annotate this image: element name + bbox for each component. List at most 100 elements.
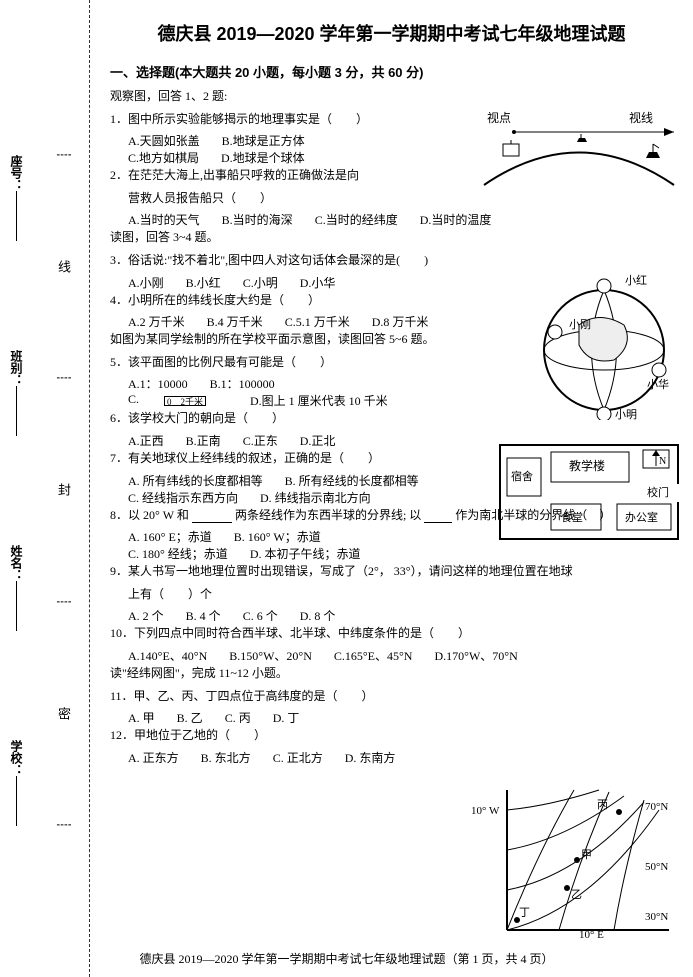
seal-char: ┊ <box>56 374 72 382</box>
option: A.正西 <box>128 432 164 449</box>
option: C. 经线指示东西方向 <box>128 489 238 506</box>
q8-options-r2: C. 180° 经线；赤道 D. 本初子午线；赤道 <box>110 545 673 562</box>
q10-options: A.140°E、40°N B.150°W、20°N C.165°E、45°N D… <box>110 647 673 664</box>
option: B.150°W、20°N <box>229 647 312 664</box>
section-heading: 一、选择题(本大题共 20 小题，每小题 3 分，共 60 分) <box>110 62 673 81</box>
option: C.地方如棋局 <box>128 149 199 166</box>
option: B. 所有经线的长度都相等 <box>285 472 419 489</box>
spine-field: 座号： <box>8 155 25 241</box>
q11-options: A. 甲 B. 乙 C. 丙 D. 丁 <box>110 709 673 726</box>
option: A. 2 个 <box>128 607 164 624</box>
q9-stem2: 上有（ ）个 <box>110 585 673 604</box>
q12-options: A. 正东方 B. 东北方 C. 正北方 D. 东南方 <box>110 749 673 766</box>
figure-latlon-grid: 甲 乙 丙 丁 10° W 10° E 70°N 50°N 30°N <box>469 780 679 940</box>
label-10e: 10° E <box>579 929 604 940</box>
spine-field: 班别： <box>8 350 25 436</box>
option: B. 160° W；赤道 <box>234 528 321 545</box>
q9-stem1: 9．某人书写一地地理位置时出现错误，写成了（2°， 33°），请问这样的地理位置… <box>110 562 673 581</box>
option: C.小明 <box>243 274 278 291</box>
option: C. 丙 <box>225 709 251 726</box>
page-footer: 德庆县 2019—2020 学年第一学期期中考试七年级地理试题（第 1 页，共 … <box>0 950 693 967</box>
label-10w: 10° W <box>471 805 500 817</box>
option: A. 甲 <box>128 709 155 726</box>
option: D.图上 1 厘米代表 10 千米 <box>250 392 388 409</box>
option: D. 本初子午线；赤道 <box>250 545 361 562</box>
label-xiaogang: 小刚 <box>569 318 591 331</box>
seal-char: ┊ <box>56 821 72 829</box>
q12-stem: 12．甲地位于乙地的（ ） <box>110 726 673 745</box>
option: C.正东 <box>243 432 278 449</box>
spine-field: 姓名： <box>8 545 25 631</box>
option: D.正北 <box>300 432 336 449</box>
label-dorm: 宿舍 <box>511 469 533 483</box>
option: B.地球是正方体 <box>222 132 305 149</box>
page-title: 德庆县 2019—2020 学年第一学期期中考试七年级地理试题 <box>110 20 673 46</box>
q2-options: A.当时的天气 B.当时的海深 C.当时的经纬度 D.当时的温度 <box>110 211 673 228</box>
option: D.8 万千米 <box>372 313 429 330</box>
label-viewpoint: 视点 <box>487 110 511 125</box>
option-prefix: C. <box>128 392 139 406</box>
option: D.当时的温度 <box>420 211 492 228</box>
option: B. 乙 <box>177 709 203 726</box>
label-gate: 校门 <box>647 485 669 499</box>
q8-stem-prefix: 8．以 20° W 和 <box>110 508 189 522</box>
seal-char: 线 <box>54 260 73 273</box>
option: A.当时的天气 <box>128 211 200 228</box>
seal-char: 封 <box>54 483 73 496</box>
label-xiaohong: 小红 <box>625 274 647 287</box>
seal-char: 密 <box>54 707 73 720</box>
figure-globe-people: 小红 小刚 小华 小明 <box>529 270 679 420</box>
option: A.2 万千米 <box>128 313 185 330</box>
option: B. 东北方 <box>201 749 251 766</box>
spine-info-fields: 座号： 班别： 姓名： 学校： <box>8 100 25 880</box>
spine-field: 学校： <box>8 740 25 826</box>
spine-label-school: 学校： <box>8 740 25 776</box>
option: D. 纬线指示南北方向 <box>260 489 371 506</box>
label-office: 办公室 <box>625 510 658 524</box>
q9-options: A. 2 个 B. 4 个 C. 6 个 D. 8 个 <box>110 607 673 624</box>
option: D.170°W、70°N <box>434 647 517 664</box>
group-intro: 读图，回答 3~4 题。 <box>110 228 673 247</box>
spine-label-seat: 座号： <box>8 155 25 191</box>
option: A.140°E、40°N <box>128 647 207 664</box>
option: B. 4 个 <box>186 607 221 624</box>
option: C. 0 2千米 <box>128 392 228 409</box>
option: C.165°E、45°N <box>334 647 413 664</box>
q8-stem-mid: 两条经线作为东西半球的分界线; 以 <box>235 508 421 522</box>
q10-stem: 10．下列四点中同时符合西半球、北半球、中纬度条件的是（ ） <box>110 624 673 643</box>
option: B.正南 <box>186 432 221 449</box>
label-70n: 70°N <box>645 801 668 813</box>
option: C. 正北方 <box>273 749 323 766</box>
option: C.5.1 万千米 <box>285 313 350 330</box>
label-yi: 乙 <box>571 888 582 901</box>
label-sightline: 视线 <box>629 110 653 125</box>
label-xiaohua: 小华 <box>647 377 669 391</box>
option: A.小刚 <box>128 274 164 291</box>
label-jia: 甲 <box>581 849 592 861</box>
option: B.4 万千米 <box>207 313 263 330</box>
label-xiaoming: 小明 <box>615 408 637 420</box>
option: B.1：100000 <box>210 375 275 392</box>
north-icon: N <box>659 456 666 467</box>
spine-label-name: 姓名： <box>8 545 25 581</box>
seal-line: ┊ 线 ┊ 封 ┊ 密 ┊ <box>54 100 73 880</box>
spine-label-class: 班别： <box>8 350 25 386</box>
option: D. 东南方 <box>345 749 396 766</box>
option: D. 丁 <box>273 709 300 726</box>
blank-underline <box>424 508 452 523</box>
label-50n: 50°N <box>645 861 668 873</box>
option: B.小红 <box>186 274 221 291</box>
option: A.天圆如张盖 <box>128 132 200 149</box>
option: A. 正东方 <box>128 749 179 766</box>
q11-stem: 11．甲、乙、丙、丁四点位于高纬度的是（ ） <box>110 687 673 706</box>
figure-school-plan: 宿舍 教学楼 食堂 办公室 校门 N <box>499 444 679 540</box>
blank-underline <box>192 508 232 523</box>
option: D.地球是个球体 <box>221 149 305 166</box>
label-building: 教学楼 <box>569 458 605 473</box>
option: C.当时的经纬度 <box>315 211 398 228</box>
option: C. 180° 经线；赤道 <box>128 545 228 562</box>
group-intro: 观察图，回答 1、2 题: <box>110 87 673 106</box>
option: D.小华 <box>300 274 336 291</box>
binding-margin: 座号： 班别： 姓名： 学校： ┊ 线 ┊ 封 ┊ 密 ┊ <box>0 0 90 977</box>
seal-char: ┊ <box>56 151 72 159</box>
